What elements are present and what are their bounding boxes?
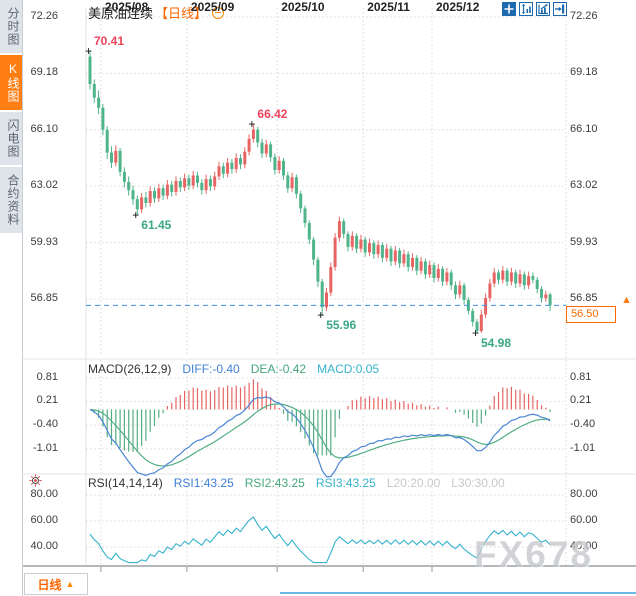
chevron-up-icon: ▲ (65, 579, 75, 589)
indicator-settings-icon[interactable] (29, 474, 42, 492)
rsi-header: RSI(14,14,14) RSI1:43.25 RSI2:43.25 RSI3… (88, 476, 505, 490)
price-axis-label-right: 72.26 (570, 9, 598, 22)
macd-axis-label-left: -1.01 (32, 441, 58, 454)
rsi-title: RSI(14,14,14) (88, 476, 163, 490)
month-label: 2025/09 (190, 0, 235, 14)
rsi1-value: RSI1:43.25 (173, 476, 234, 490)
rsi-l30-value: L30:30.00 (451, 476, 505, 490)
rsi-axis-label-left: 40.00 (30, 540, 58, 552)
price-annotation: 70.41 (94, 33, 125, 48)
macd-axis-label-left: -0.40 (32, 418, 58, 431)
symbol-title: 美原油连续 (88, 6, 154, 21)
rsi-axis-label-left: 80.00 (30, 488, 58, 500)
extreme-marker: + (85, 43, 93, 58)
extreme-marker: + (472, 326, 480, 341)
chart-header: 美原油连续 【日线】 (88, 3, 225, 22)
macd-diff-value: DIFF:-0.40 (182, 362, 240, 376)
collapse-icon[interactable] (212, 6, 225, 19)
price-axis-label-right: 69.18 (570, 66, 598, 79)
month-label: 2025/08 (104, 0, 149, 14)
rsi-axis-label-left: 60.00 (30, 514, 58, 526)
chart-toolbar (502, 2, 567, 16)
watermark: FX678 (474, 534, 594, 575)
period-selector[interactable]: 日线 ▲ (24, 573, 88, 595)
period-selector-label: 日线 (37, 577, 62, 592)
price-axis-label-right: 63.02 (570, 179, 598, 192)
price-annotation: 55.96 (326, 318, 357, 333)
rsi-axis-label-right: 60.00 (570, 514, 598, 526)
price-axis-label-left: 72.26 (30, 9, 58, 22)
macd-axis-label-right: 0.21 (570, 394, 592, 407)
price-axis-label-right: 59.93 (570, 235, 598, 248)
price-axis-label-left: 59.93 (30, 235, 58, 248)
price-axis-label-left: 69.18 (30, 66, 58, 79)
sidebar-item-heyueziliao[interactable]: 合约资料 (0, 167, 22, 233)
rsi3-value: RSI3:43.25 (315, 476, 376, 490)
rsi-l20-value: L20:20.00 (386, 476, 441, 490)
price-axis-label-left: 66.10 (30, 122, 58, 135)
price-annotation: 54.98 (481, 336, 512, 351)
macd-axis-label-right: -1.01 (570, 441, 596, 454)
rsi-axis-label-right: 40.00 (570, 540, 598, 552)
macd-header: MACD(26,12,9) DIFF:-0.40 DEA:-0.42 MACD:… (88, 362, 379, 376)
month-label: 2025/12 (436, 0, 480, 14)
price-axis-label-left: 56.85 (30, 292, 58, 304)
pan-right-icon[interactable] (553, 2, 567, 16)
sidebar: 分时图 K线图 闪电图 合约资料 (0, 0, 23, 596)
extreme-marker: + (317, 308, 325, 323)
rsi2-value: RSI2:43.25 (244, 476, 305, 490)
current-price-tag: 56.50 (566, 306, 616, 323)
price-axis-label-right: 56.85 (570, 292, 598, 304)
sidebar-item-kxiantu[interactable]: K线图 (0, 55, 22, 110)
macd-axis-label-right: -0.40 (570, 418, 596, 431)
auto-scale-icon[interactable] (536, 2, 550, 16)
macd-dea-value: DEA:-0.42 (250, 362, 307, 376)
price-axis-label-left: 63.02 (30, 179, 58, 192)
price-up-arrow-icon: ▲ (621, 294, 632, 306)
sidebar-item-fenshitu[interactable]: 分时图 (0, 0, 22, 53)
extreme-marker: + (132, 207, 140, 222)
extreme-marker: + (248, 116, 256, 131)
price-annotation: 61.45 (141, 217, 172, 232)
horizontal-scrollbar[interactable] (280, 592, 636, 594)
axis-scale-icon[interactable] (519, 2, 533, 16)
macd-title: MACD(26,12,9) (88, 362, 172, 376)
crosshair-icon[interactable] (502, 2, 516, 16)
macd-axis-label-left: 0.81 (36, 371, 58, 383)
price-annotation: 66.42 (257, 106, 288, 121)
sidebar-item-shandiantu[interactable]: 闪电图 (0, 112, 22, 165)
rsi-axis-label-right: 80.00 (570, 488, 598, 500)
macd-axis-label-left: 0.21 (36, 394, 58, 407)
month-label: 2025/11 (367, 0, 410, 14)
period-tag: 【日线】 (155, 6, 208, 21)
macd-macd-value: MACD:0.05 (317, 362, 380, 376)
price-axis-label-right: 66.10 (570, 122, 598, 135)
macd-axis-label-right: 0.81 (570, 371, 592, 383)
month-label: 2025/10 (281, 0, 325, 14)
